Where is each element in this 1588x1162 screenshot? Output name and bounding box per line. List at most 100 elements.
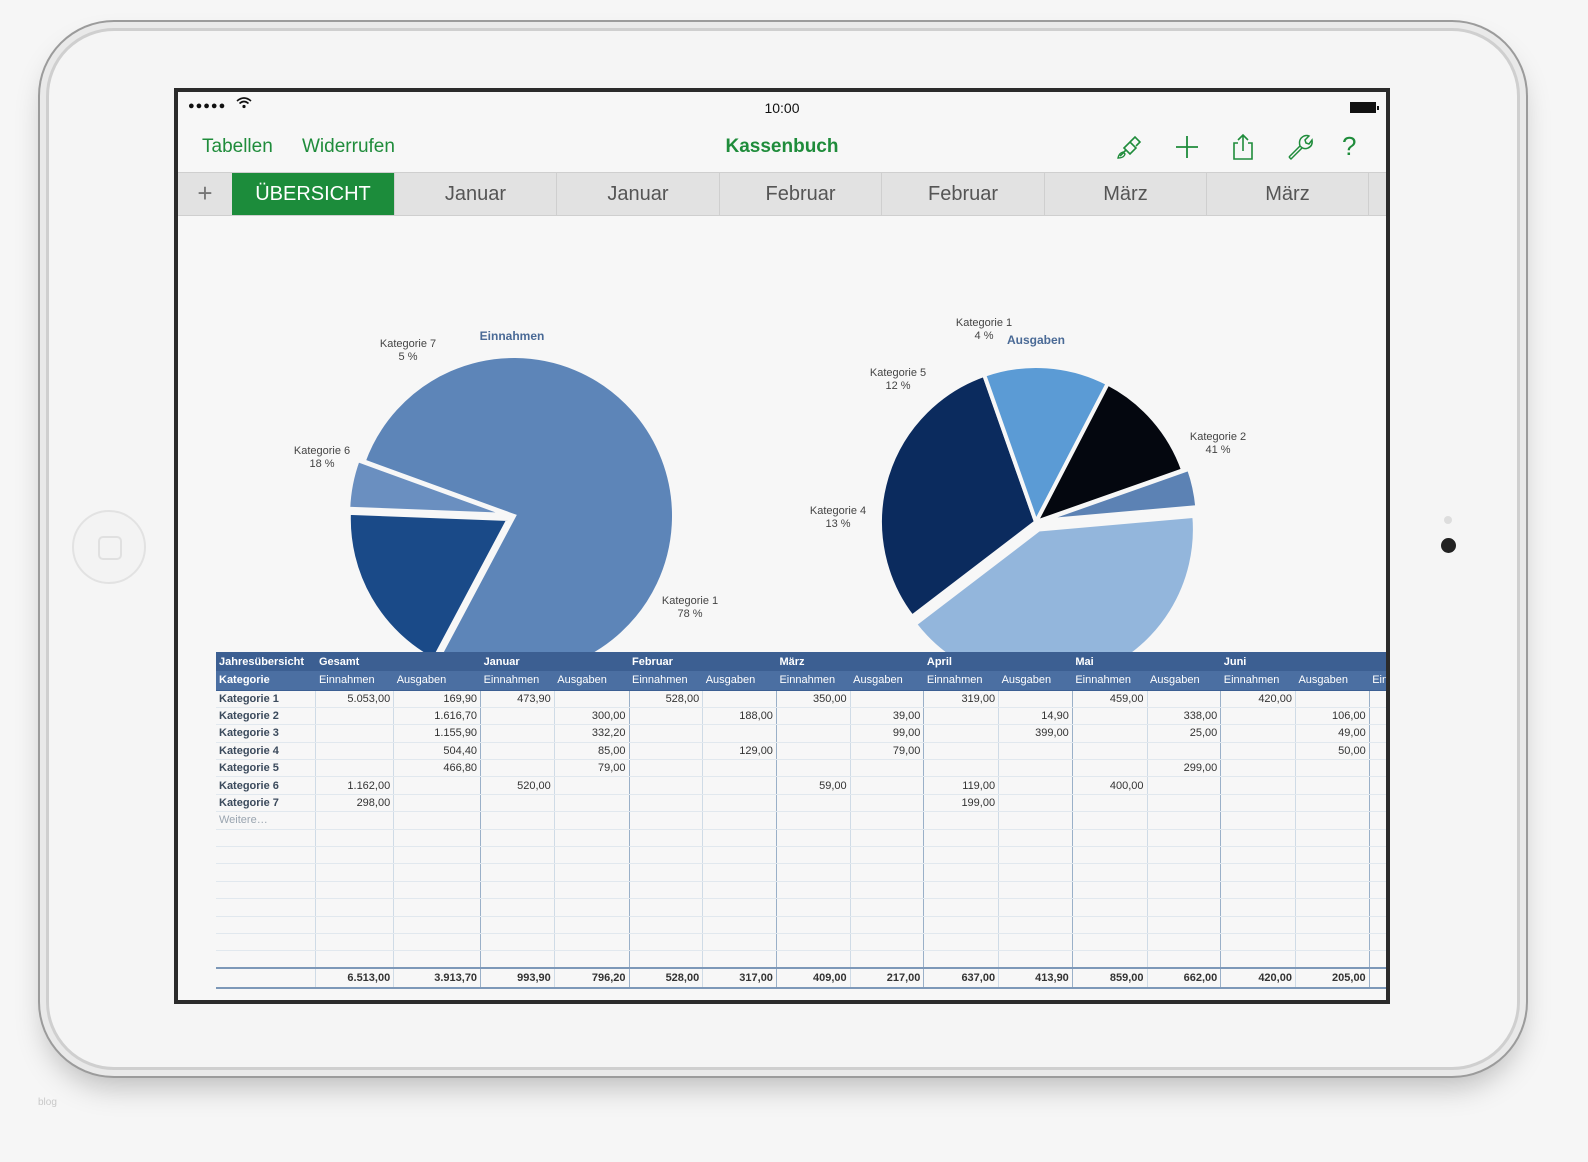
value-cell[interactable] <box>998 759 1073 778</box>
empty-cell[interactable] <box>393 881 482 900</box>
empty-cell[interactable] <box>1147 881 1222 900</box>
value-cell[interactable]: Einnahmen <box>1072 671 1148 691</box>
value-cell[interactable] <box>998 811 1073 830</box>
value-cell[interactable] <box>850 794 925 813</box>
empty-cell[interactable] <box>216 898 317 917</box>
empty-cell[interactable] <box>480 881 555 900</box>
tab-maerz[interactable]: März <box>1044 173 1206 215</box>
empty-cell[interactable] <box>1147 846 1222 865</box>
value-cell[interactable] <box>629 742 704 761</box>
value-cell[interactable]: 79,00 <box>554 759 630 778</box>
value-cell[interactable]: 85,00 <box>554 742 630 761</box>
empty-cell[interactable] <box>998 881 1073 900</box>
value-cell[interactable]: 129,00 <box>702 742 777 761</box>
value-cell[interactable] <box>1147 690 1222 708</box>
value-cell[interactable] <box>393 776 482 795</box>
empty-cell[interactable] <box>1147 950 1222 969</box>
value-cell[interactable] <box>315 811 395 830</box>
empty-cell[interactable] <box>554 916 630 934</box>
value-cell[interactable]: Einnahmen <box>776 671 851 691</box>
value-cell[interactable] <box>1369 776 1386 795</box>
home-button[interactable] <box>72 510 146 584</box>
tab-uebersicht[interactable]: ÜBERSICHT <box>232 173 394 215</box>
value-cell[interactable]: 169,90 <box>393 690 482 708</box>
empty-cell[interactable] <box>1295 950 1370 969</box>
value-cell[interactable] <box>629 707 704 726</box>
empty-cell[interactable] <box>1147 898 1222 917</box>
empty-cell[interactable] <box>1220 933 1296 952</box>
value-cell[interactable]: 413,90 <box>998 967 1073 990</box>
empty-cell[interactable] <box>1295 829 1370 848</box>
value-cell[interactable] <box>1072 707 1148 726</box>
empty-cell[interactable] <box>1147 916 1222 934</box>
empty-cell[interactable] <box>393 950 482 969</box>
pie-slice[interactable] <box>878 372 1039 620</box>
value-cell[interactable] <box>315 707 395 726</box>
empty-cell[interactable] <box>1072 916 1148 934</box>
empty-cell[interactable] <box>1072 863 1148 882</box>
empty-cell[interactable] <box>923 863 1000 882</box>
empty-cell[interactable] <box>923 898 1000 917</box>
value-cell[interactable] <box>629 759 704 778</box>
empty-cell[interactable] <box>1072 898 1148 917</box>
undo-button[interactable]: Widerrufen <box>302 136 395 157</box>
value-cell[interactable]: 300,00 <box>554 707 630 726</box>
value-cell[interactable] <box>923 759 1000 778</box>
value-cell[interactable] <box>923 707 1000 726</box>
plus-icon[interactable] <box>1172 132 1202 162</box>
value-cell[interactable] <box>1369 811 1386 830</box>
value-cell[interactable] <box>1220 794 1296 813</box>
empty-cell[interactable] <box>776 950 851 969</box>
empty-cell[interactable] <box>216 881 317 900</box>
empty-cell[interactable] <box>1369 933 1386 952</box>
value-cell[interactable]: 859,00 <box>1072 967 1148 990</box>
value-cell[interactable] <box>1147 742 1222 761</box>
value-cell[interactable]: 1.616,70 <box>393 707 482 726</box>
value-cell[interactable]: 99,00 <box>850 724 925 743</box>
help-icon[interactable]: ? <box>1342 131 1357 161</box>
tab-maerz-2[interactable]: März <box>1206 173 1369 215</box>
empty-cell[interactable] <box>776 846 851 865</box>
value-cell[interactable]: 119,00 <box>923 776 1000 795</box>
empty-cell[interactable] <box>393 863 482 882</box>
empty-cell[interactable] <box>629 881 704 900</box>
empty-cell[interactable] <box>998 898 1073 917</box>
empty-cell[interactable] <box>702 863 777 882</box>
empty-cell[interactable] <box>216 933 317 952</box>
empty-cell[interactable] <box>315 863 395 882</box>
value-cell[interactable]: 3.913,70 <box>393 967 482 990</box>
value-cell[interactable]: 409,00 <box>776 967 851 990</box>
category-cell[interactable]: Kategorie 6 <box>216 776 317 795</box>
empty-cell[interactable] <box>554 933 630 952</box>
tab-februar[interactable]: Februar <box>719 173 881 215</box>
empty-cell[interactable] <box>629 898 704 917</box>
value-cell[interactable] <box>923 742 1000 761</box>
empty-cell[interactable] <box>702 933 777 952</box>
empty-cell[interactable] <box>629 933 704 952</box>
value-cell[interactable] <box>554 811 630 830</box>
empty-cell[interactable] <box>1220 898 1296 917</box>
empty-cell[interactable] <box>1147 863 1222 882</box>
value-cell[interactable] <box>776 724 851 743</box>
value-cell[interactable]: 993,90 <box>480 967 555 990</box>
empty-cell[interactable] <box>480 829 555 848</box>
empty-cell[interactable] <box>776 898 851 917</box>
value-cell[interactable]: 504,40 <box>393 742 482 761</box>
empty-cell[interactable] <box>923 950 1000 969</box>
empty-cell[interactable] <box>1295 898 1370 917</box>
empty-cell[interactable] <box>480 933 555 952</box>
value-cell[interactable] <box>1220 811 1296 830</box>
value-cell[interactable] <box>1369 707 1386 726</box>
empty-cell[interactable] <box>702 846 777 865</box>
empty-cell[interactable] <box>923 933 1000 952</box>
empty-cell[interactable] <box>554 863 630 882</box>
value-cell[interactable] <box>315 742 395 761</box>
value-cell[interactable] <box>1220 776 1296 795</box>
empty-cell[interactable] <box>1369 829 1386 848</box>
value-cell[interactable] <box>393 811 482 830</box>
value-cell[interactable]: 14,90 <box>998 707 1073 726</box>
value-cell[interactable] <box>629 794 704 813</box>
empty-cell[interactable] <box>850 846 925 865</box>
value-cell[interactable] <box>629 776 704 795</box>
